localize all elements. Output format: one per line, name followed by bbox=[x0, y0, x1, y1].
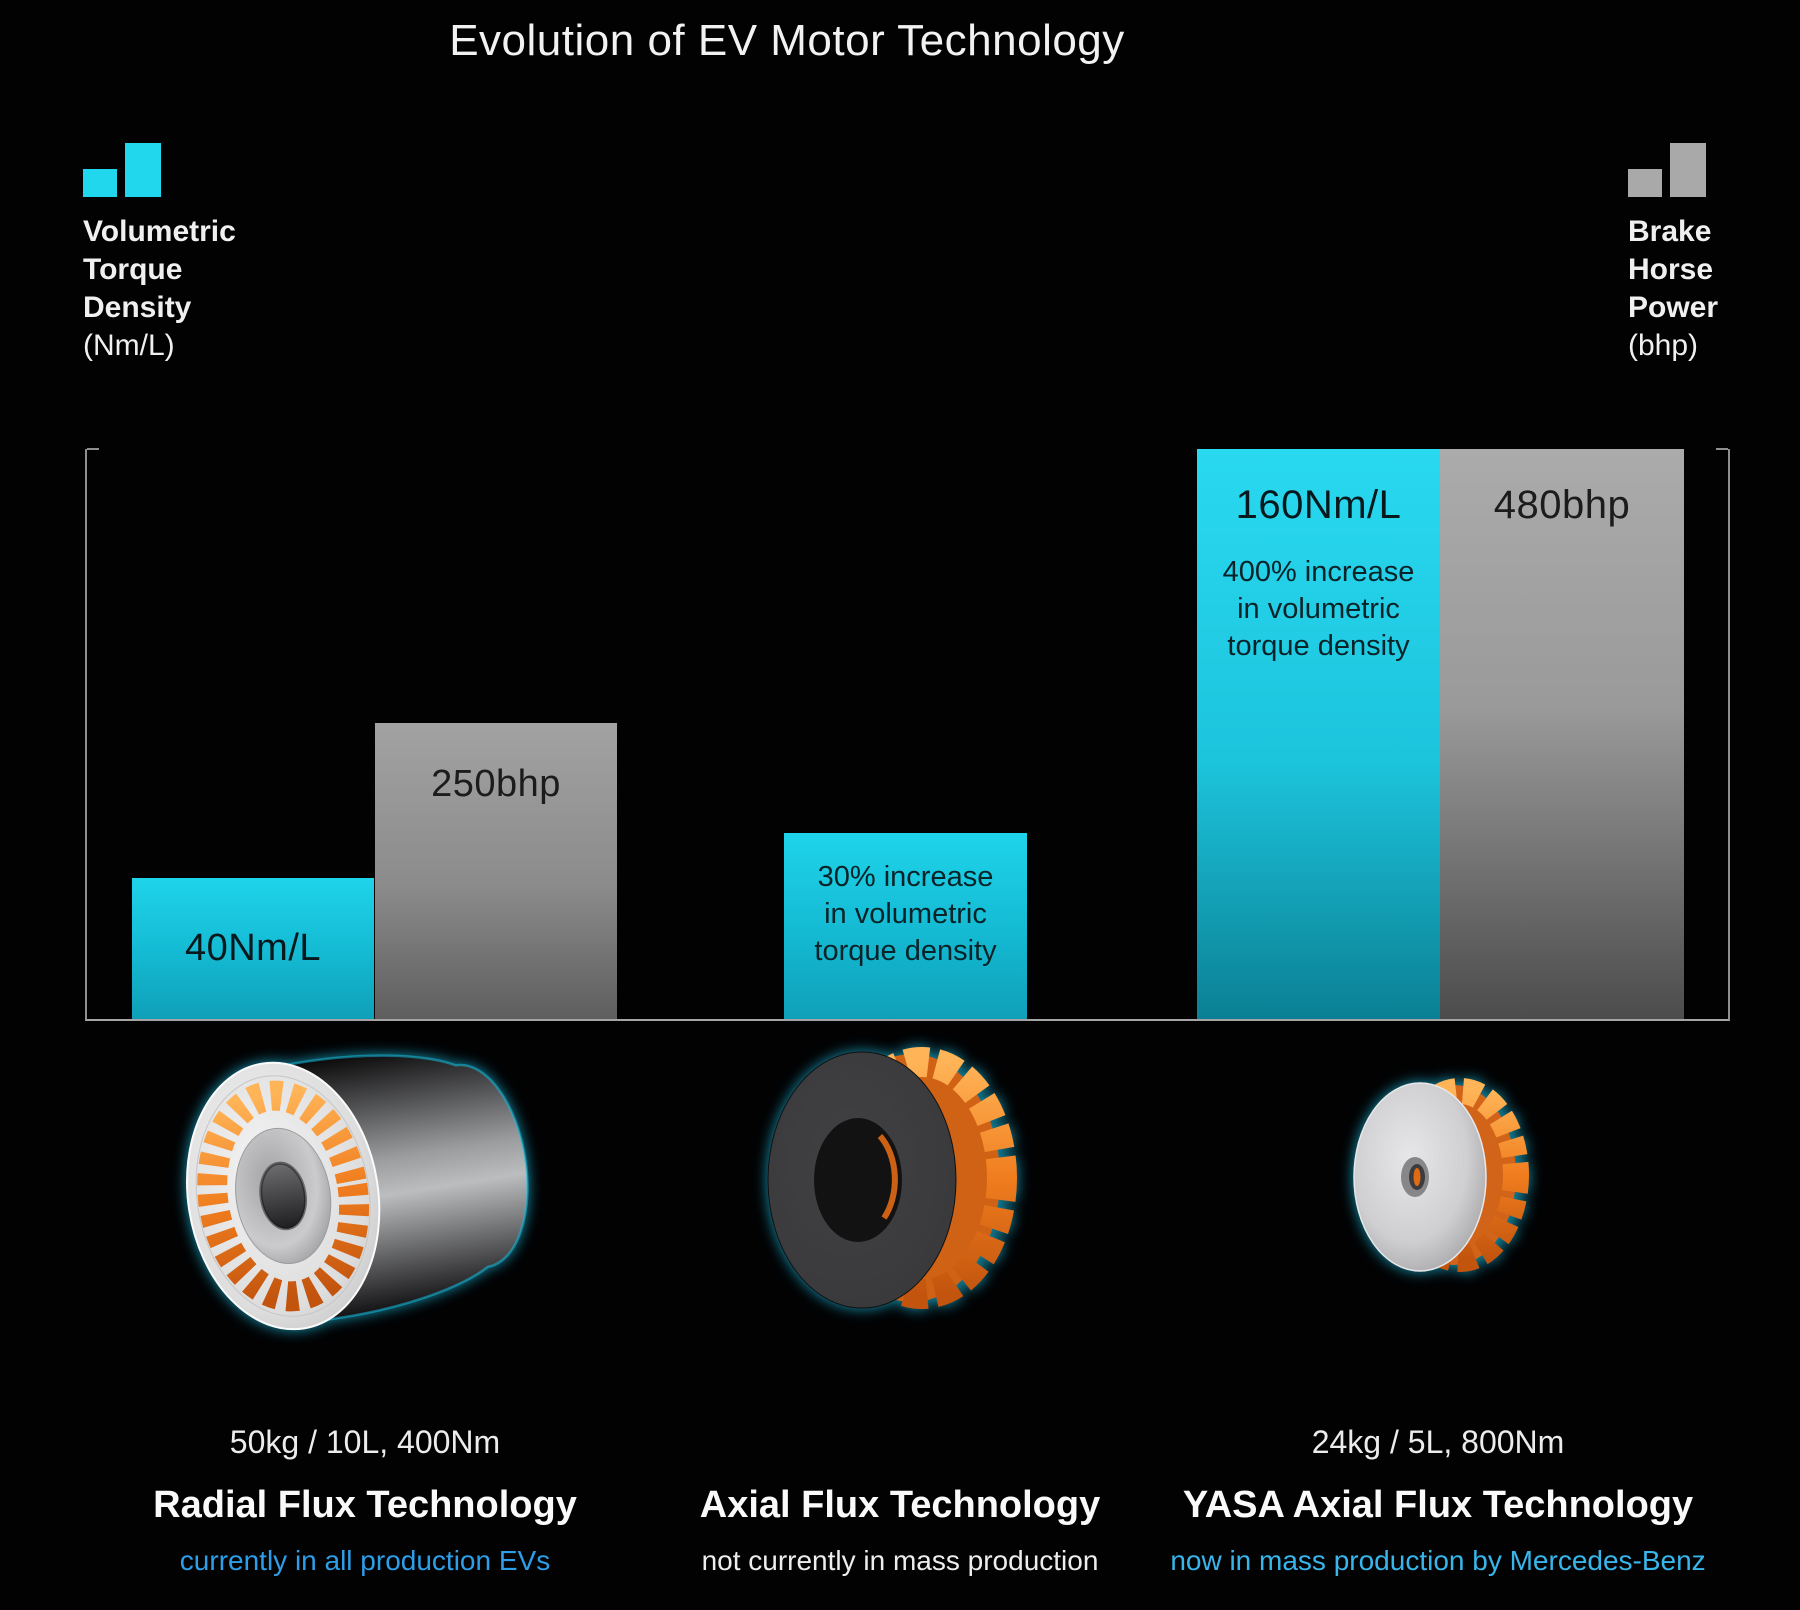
radial-flux-motor-image bbox=[186, 1054, 529, 1331]
axis-corner-tick-left bbox=[87, 448, 99, 450]
legend-torque-label: Volumetric Torque Density (Nm/L) bbox=[83, 215, 236, 362]
caption-yasa-axial-flux: 24kg / 5L, 800Nm YASA Axial Flux Technol… bbox=[1170, 1424, 1705, 1577]
motor-specs: 24kg / 5L, 800Nm bbox=[1311, 1424, 1565, 1460]
legend-torque-density: Volumetric Torque Density (Nm/L) bbox=[83, 143, 236, 365]
bar-axial-torque: 30% increase in volumetric torque densit… bbox=[784, 833, 1027, 1019]
bar-radial-torque: 40Nm/L bbox=[132, 878, 374, 1019]
legend-brake-horse-power: Brake Horse Power (bhp) bbox=[1628, 143, 1718, 365]
production-status: not currently in mass production bbox=[701, 1545, 1099, 1576]
bar-label: 40Nm/L bbox=[184, 927, 322, 969]
bar-label: 250bhp bbox=[431, 763, 561, 805]
technology-title: YASA Axial Flux Technology bbox=[1182, 1484, 1694, 1526]
page-title: Evolution of EV Motor Technology bbox=[449, 16, 1125, 65]
motor-specs bbox=[700, 1424, 1100, 1470]
bar-yasa-torque: 160Nm/L 400% increase in volumetric torq… bbox=[1197, 449, 1440, 1019]
power-bars-icon bbox=[1628, 143, 1718, 197]
technology-title: Radial Flux Technology bbox=[153, 1484, 577, 1526]
production-status: now in mass production by Mercedes-Benz bbox=[1170, 1545, 1706, 1576]
technology-title: Axial Flux Technology bbox=[699, 1484, 1101, 1526]
bar-annotation: 400% increase in volumetric torque densi… bbox=[1222, 556, 1415, 662]
torque-bars-icon bbox=[83, 143, 236, 197]
caption-axial-flux: Axial Flux Technology not currently in m… bbox=[700, 1424, 1100, 1577]
bar-label: 480bhp bbox=[1493, 483, 1631, 527]
yasa-axial-flux-motor-image bbox=[1353, 1078, 1529, 1272]
bar-label: 160Nm/L bbox=[1235, 483, 1402, 527]
bar-chart: 40Nm/L 250bhp 30% increase in volumetric… bbox=[85, 448, 1730, 1021]
bar-annotation: 30% increase in volumetric torque densit… bbox=[814, 861, 997, 967]
motor-specs: 50kg / 10L, 400Nm bbox=[229, 1424, 501, 1460]
bar-yasa-power: 480bhp bbox=[1440, 449, 1684, 1019]
axis-corner-tick-right bbox=[1716, 448, 1728, 450]
legend-power-label: Brake Horse Power (bhp) bbox=[1628, 215, 1719, 362]
bar-radial-power: 250bhp bbox=[375, 723, 617, 1019]
caption-radial-flux: 50kg / 10L, 400Nm Radial Flux Technology… bbox=[153, 1424, 577, 1577]
axial-flux-motor-image bbox=[767, 1047, 1017, 1309]
production-status: currently in all production EVs bbox=[179, 1545, 551, 1576]
